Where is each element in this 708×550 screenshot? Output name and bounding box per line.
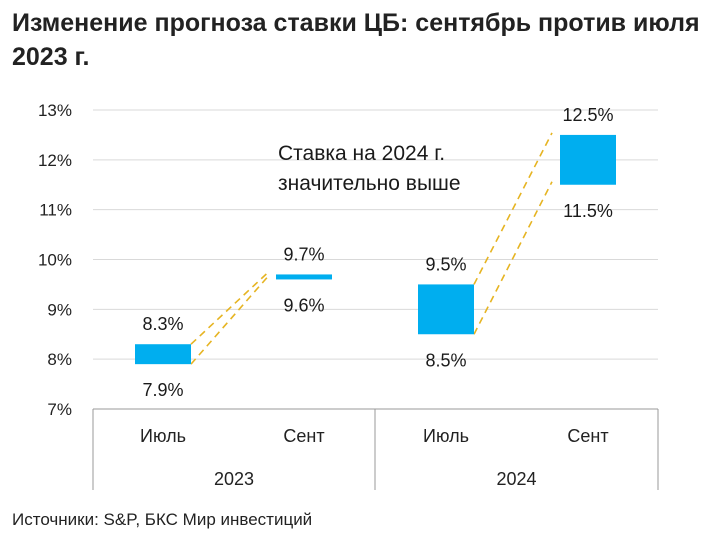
connector-line-high bbox=[473, 132, 553, 285]
high-value-label: 12.5% bbox=[562, 105, 613, 125]
annotation-line-1: Ставка на 2024 г. bbox=[278, 142, 445, 165]
bars bbox=[135, 134, 616, 365]
range-bar bbox=[135, 344, 191, 365]
chart-annotation: Ставка на 2024 г. значительно выше bbox=[278, 142, 461, 195]
y-tick-label: 7% bbox=[47, 400, 72, 419]
high-value-label: 9.7% bbox=[283, 244, 324, 264]
low-value-label: 11.5% bbox=[563, 201, 613, 221]
y-tick-label: 8% bbox=[47, 350, 72, 369]
y-tick-label: 13% bbox=[38, 101, 72, 120]
range-bar bbox=[560, 134, 616, 185]
high-value-label: 8.3% bbox=[142, 314, 183, 334]
chart-area: 7%8%9%10%11%12%13% 8.3%7.9%9.7%9.6%9.5%8… bbox=[38, 101, 659, 490]
high-value-label: 9.5% bbox=[425, 254, 466, 274]
annotation-line-2: значительно выше bbox=[278, 172, 461, 195]
connector-line-low bbox=[473, 181, 553, 335]
connector-line-low bbox=[190, 275, 269, 365]
category-label: Сент bbox=[567, 426, 608, 446]
category-label: Июль bbox=[140, 426, 186, 446]
y-tick-label: 10% bbox=[38, 251, 72, 270]
data-labels: 8.3% 7.9% 9.7% 9.6% 9.5% 8.5% 12.5% 11.5% bbox=[142, 105, 613, 400]
y-tick-label: 12% bbox=[38, 151, 72, 170]
range-bar bbox=[418, 284, 474, 335]
group-label: 2023 bbox=[214, 469, 254, 489]
category-label: Июль bbox=[423, 426, 469, 446]
category-label: Сент bbox=[283, 426, 324, 446]
group-label: 2024 bbox=[496, 469, 536, 489]
source-note: Источники: S&P, БКС Мир инвестиций bbox=[12, 510, 313, 529]
connectors bbox=[190, 132, 553, 365]
gridlines: 7% 8% 9% 10% 11% 12% 13% bbox=[38, 101, 658, 419]
category-labels: Июль Сент 2023 Июль Сент 2024 bbox=[140, 426, 609, 489]
low-value-label: 8.5% bbox=[425, 350, 466, 370]
y-tick-label: 11% bbox=[39, 201, 72, 220]
axes bbox=[92, 408, 659, 490]
connector-line-high bbox=[190, 271, 269, 345]
low-value-label: 9.6% bbox=[283, 295, 324, 315]
low-value-label: 7.9% bbox=[142, 380, 183, 400]
y-tick-label: 9% bbox=[47, 300, 72, 319]
chart-title: Изменение прогноза ставки ЦБ: сентябрь п… bbox=[12, 9, 700, 71]
range-bar bbox=[276, 274, 332, 280]
